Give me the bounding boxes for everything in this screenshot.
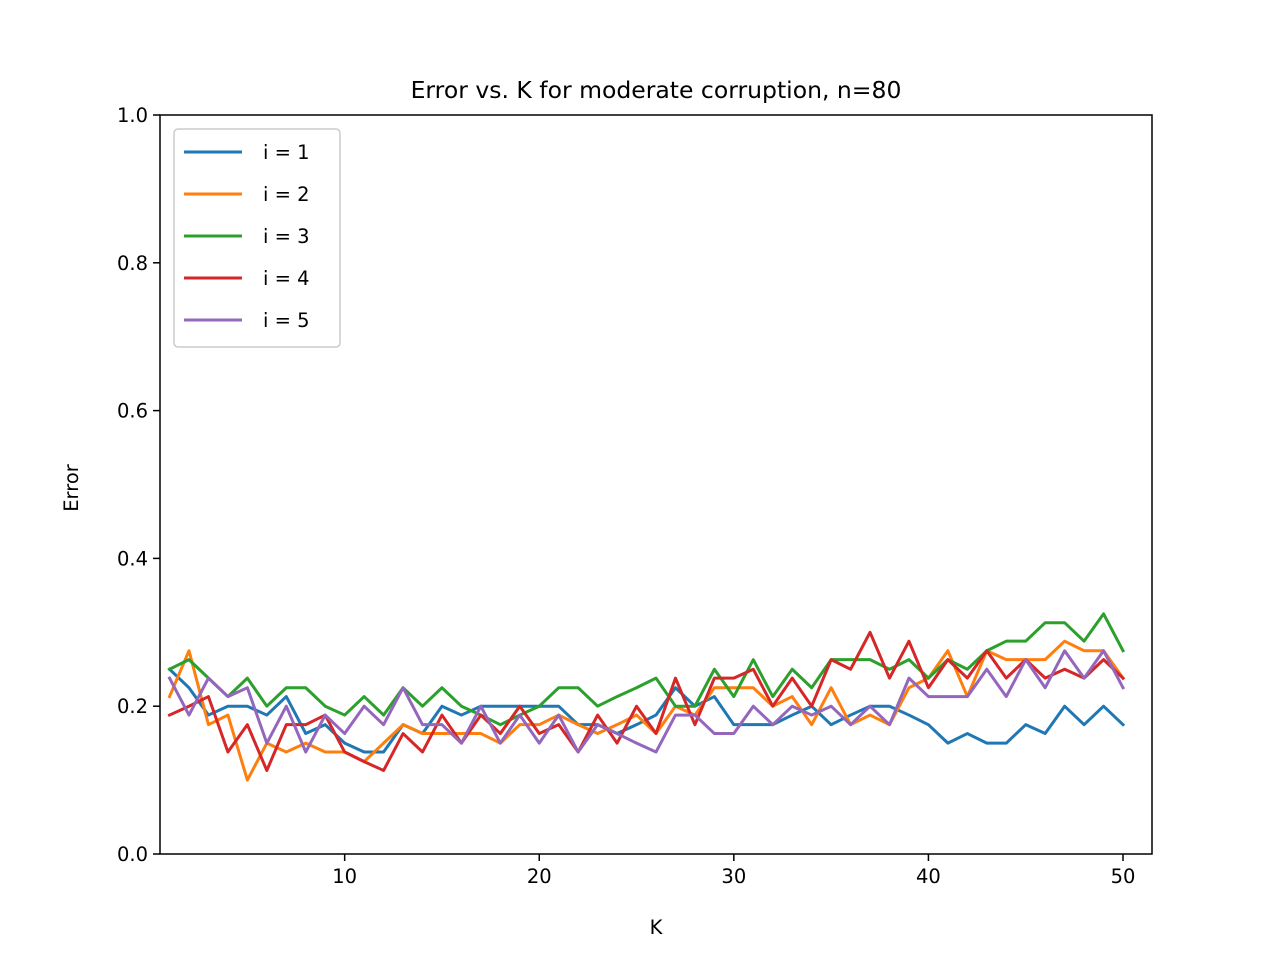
plot-area	[167, 612, 1126, 782]
y-tick-label: 0.0	[117, 843, 148, 866]
y-tick-label: 0.2	[117, 695, 148, 718]
y-tick-label: 0.4	[117, 547, 148, 570]
series-line-i-5	[167, 649, 1126, 754]
y-tick-label: 0.8	[117, 252, 148, 275]
series-line-i-3	[167, 612, 1126, 727]
legend-label: i = 2	[263, 183, 310, 206]
chart-title: Error vs. K for moderate corruption, n=8…	[411, 76, 902, 104]
axes-frame	[159, 114, 1153, 855]
legend-label: i = 4	[263, 267, 310, 290]
series-lines	[167, 612, 1126, 782]
x-tick-label: 20	[527, 865, 552, 888]
legend-label: i = 1	[263, 141, 310, 164]
x-axis: 10 20 30 40 50	[332, 854, 1135, 888]
x-tick-label: 30	[721, 865, 746, 888]
x-tick-label: 10	[332, 865, 357, 888]
x-tick-label: 50	[1111, 865, 1136, 888]
x-tick-label: 40	[916, 865, 941, 888]
y-tick-label: 0.6	[117, 400, 148, 423]
y-axis-label: Error	[60, 463, 83, 512]
legend: i = 1 i = 2 i = 3 i = 4 i = 5	[173, 128, 341, 348]
legend-label: i = 5	[263, 309, 310, 332]
series-line-i-2	[167, 639, 1126, 782]
x-axis-label: K	[650, 916, 664, 939]
series-line-i-4	[167, 630, 1126, 772]
legend-box	[173, 128, 341, 348]
y-tick-label: 1.0	[117, 104, 148, 127]
legend-label: i = 3	[263, 225, 310, 248]
y-axis: 0.0 0.2 0.4 0.6 0.8 1.0	[117, 104, 160, 866]
